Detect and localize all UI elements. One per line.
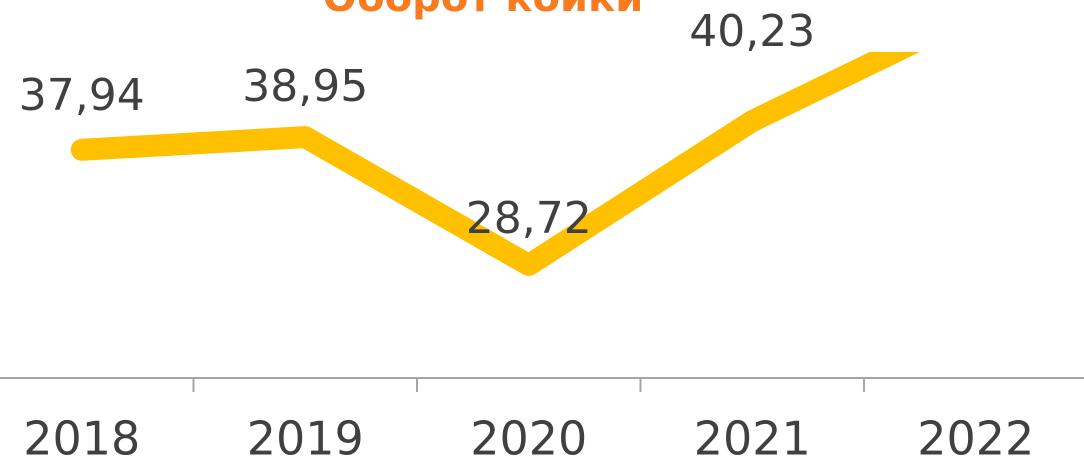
chart-title: Оборот койки [323, 0, 643, 21]
x-tick-label: 2021 [694, 412, 811, 466]
x-tick-label: 2018 [23, 412, 140, 466]
data-label: 37,94 [19, 70, 145, 121]
x-tick-label: 2019 [247, 412, 364, 466]
x-tick-label: 2020 [470, 412, 587, 466]
data-label: 40,23 [689, 6, 815, 57]
x-tick-label: 2022 [917, 412, 1034, 466]
line [70, 52, 921, 276]
data-label: 28,72 [466, 193, 592, 244]
data-label: 38,95 [242, 61, 368, 112]
